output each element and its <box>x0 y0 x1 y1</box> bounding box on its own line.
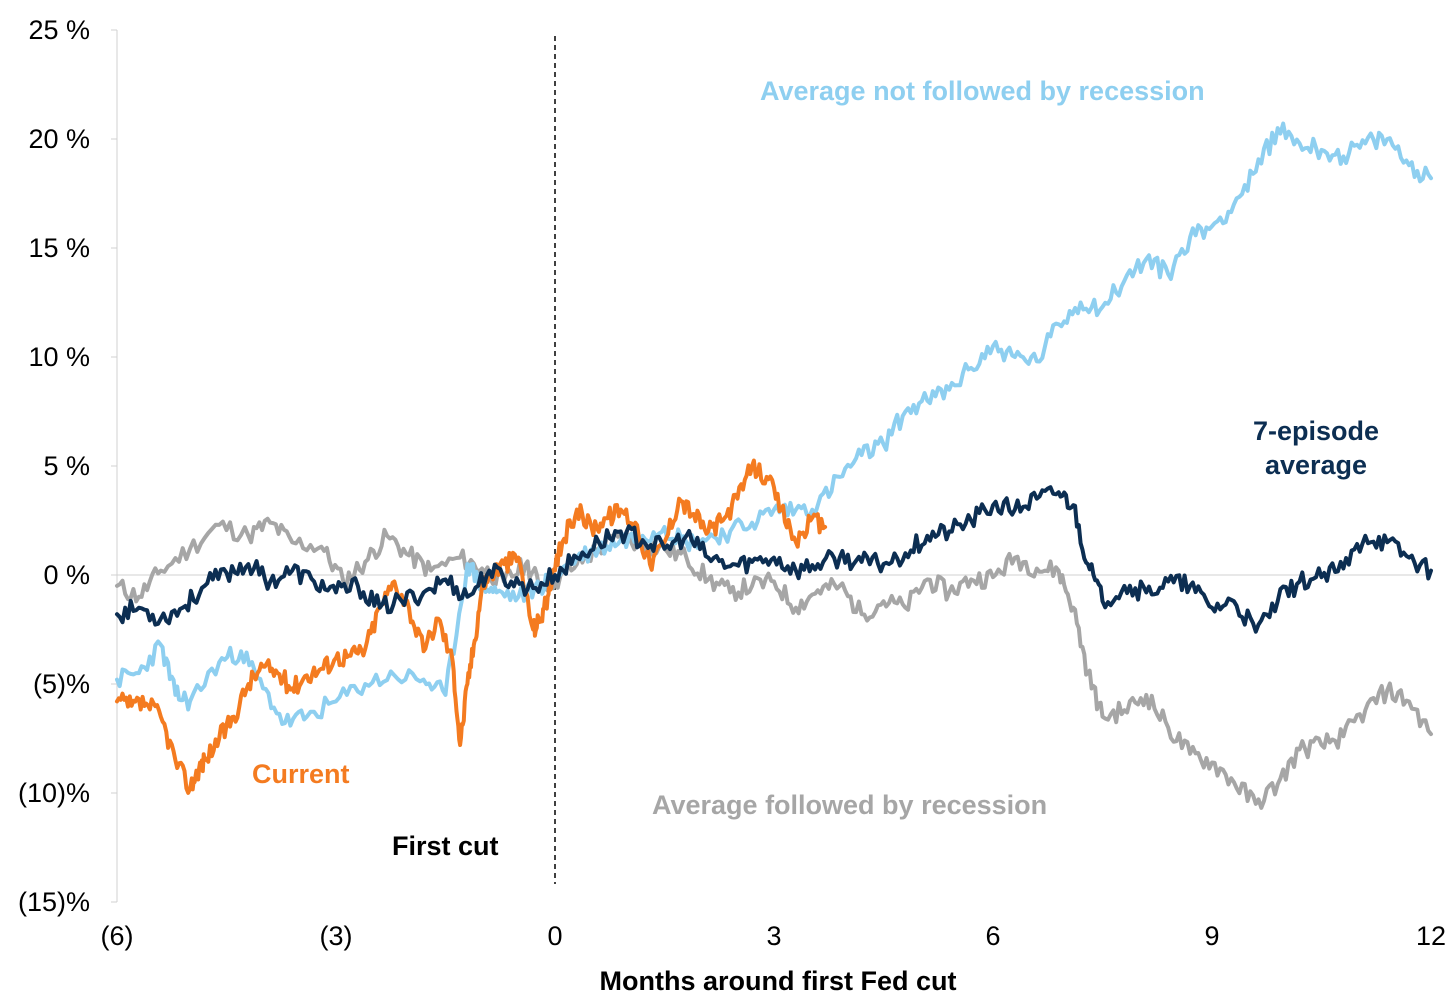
series-line-current <box>115 458 828 795</box>
axes: 25 % 20 % 15 % 10 % 5 % 0 % (5)% (10)% (15)% (6) (… <box>18 15 1446 951</box>
y-tick-label: 10 % <box>28 342 90 372</box>
y-tick-label: 15 % <box>28 233 90 263</box>
y-tick-label: 25 % <box>28 15 90 45</box>
y-tick-label: (5)% <box>33 669 90 699</box>
series-line-average-followed-by-recession <box>115 516 1433 810</box>
x-tick-label: (6) <box>101 921 134 951</box>
annotation-current: Current <box>252 759 350 789</box>
x-tick-label: 9 <box>1204 921 1219 951</box>
x-axis-title: Months around first Fed cut <box>600 966 957 996</box>
series-layer <box>115 121 1433 810</box>
annotation-average: average <box>1265 450 1367 480</box>
y-tick-label: 5 % <box>43 451 90 481</box>
annotation-no-recession: Average not followed by recession <box>760 76 1205 106</box>
y-tick-label: 20 % <box>28 124 90 154</box>
series-line-7-episode-average <box>115 485 1433 634</box>
annotation-7-episode: 7-episode <box>1253 416 1379 446</box>
annotation-recession: Average followed by recession <box>652 790 1047 820</box>
y-tick-label: (15)% <box>18 887 90 917</box>
x-tick-label: 12 <box>1416 921 1446 951</box>
x-tick-label: 6 <box>985 921 1000 951</box>
x-tick-label: (3) <box>320 921 353 951</box>
y-tick-label: (10)% <box>18 778 90 808</box>
series-line-average-not-followed-by-recession <box>115 121 1433 728</box>
x-tick-label: 3 <box>766 921 781 951</box>
x-tick-label: 0 <box>547 921 562 951</box>
annotation-first-cut: First cut <box>392 831 499 861</box>
y-tick-label: 0 % <box>43 560 90 590</box>
